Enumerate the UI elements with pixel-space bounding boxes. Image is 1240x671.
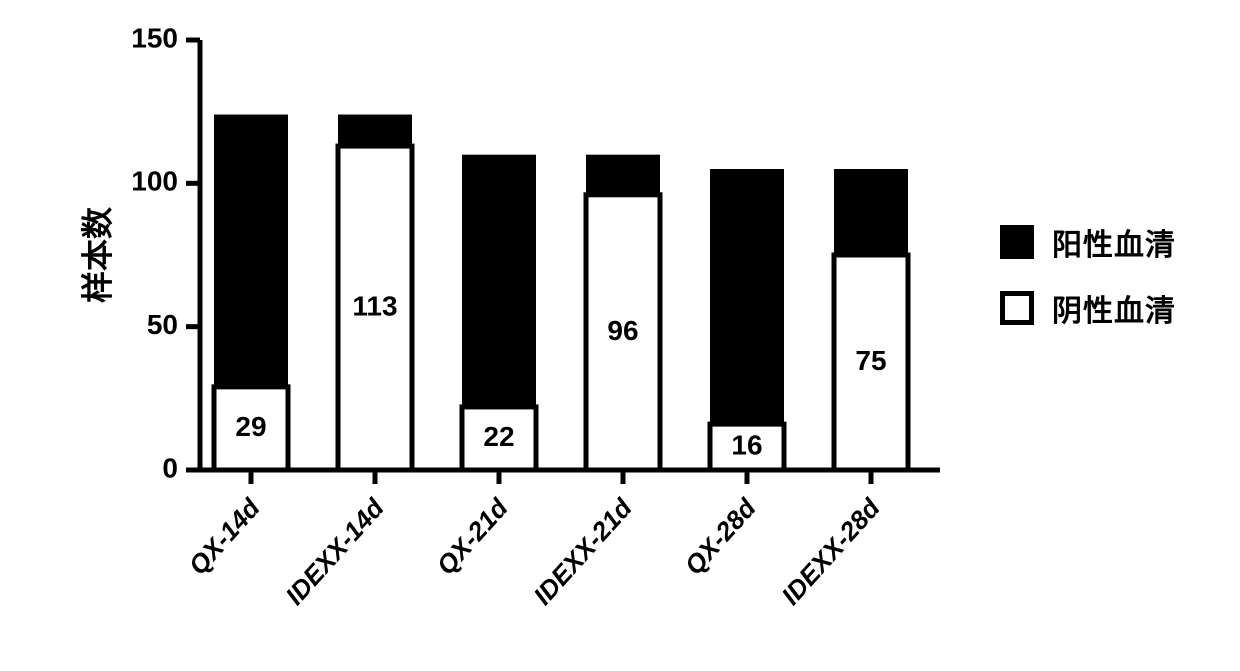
y-tick-label: 150 [131, 22, 178, 53]
bar-positive [710, 169, 784, 424]
bar-annotation: 75 [855, 345, 886, 376]
bar-positive [214, 115, 288, 387]
stacked-bar-chart: 29 QX-14d 113 IDEXX-14d 22 QX-21d 96 IDEXX-21d 1… [70, 20, 970, 660]
chart-svg: 29 QX-14d 113 IDEXX-14d 22 QX-21d 96 IDEXX-21d 1… [70, 20, 970, 660]
x-tick-label: IDEXX-28d [775, 492, 886, 611]
y-tick-label: 50 [147, 309, 178, 340]
legend-label-positive: 阳性血清 [1052, 220, 1176, 264]
bar-positive [338, 115, 412, 147]
y-axis-label: 样本数 [79, 206, 115, 303]
bar-positive [586, 155, 660, 195]
legend-item-negative: 阴性血清 [1000, 286, 1176, 330]
legend-label-negative: 阴性血清 [1052, 286, 1176, 330]
y-tick-label: 0 [162, 452, 178, 483]
legend-swatch-open [1000, 291, 1034, 325]
legend-item-positive: 阳性血清 [1000, 220, 1176, 264]
y-tick-label: 100 [131, 166, 178, 197]
x-tick-label: IDEXX-21d [527, 492, 638, 611]
x-tick-label: IDEXX-14d [279, 492, 390, 611]
bar-annotation: 22 [483, 421, 514, 452]
bar-positive [834, 169, 908, 255]
x-tick-label: QX-28d [679, 492, 763, 581]
bar-positive [462, 155, 536, 407]
bar-annotation: 96 [607, 315, 638, 346]
legend-swatch-filled [1000, 225, 1034, 259]
bar-annotation: 16 [731, 429, 762, 460]
bar-annotation: 29 [235, 411, 266, 442]
bar-annotation: 113 [352, 290, 397, 321]
x-tick-label: QX-14d [183, 492, 267, 581]
x-tick-label: QX-21d [431, 492, 515, 581]
legend: 阳性血清 阴性血清 [1000, 220, 1176, 352]
